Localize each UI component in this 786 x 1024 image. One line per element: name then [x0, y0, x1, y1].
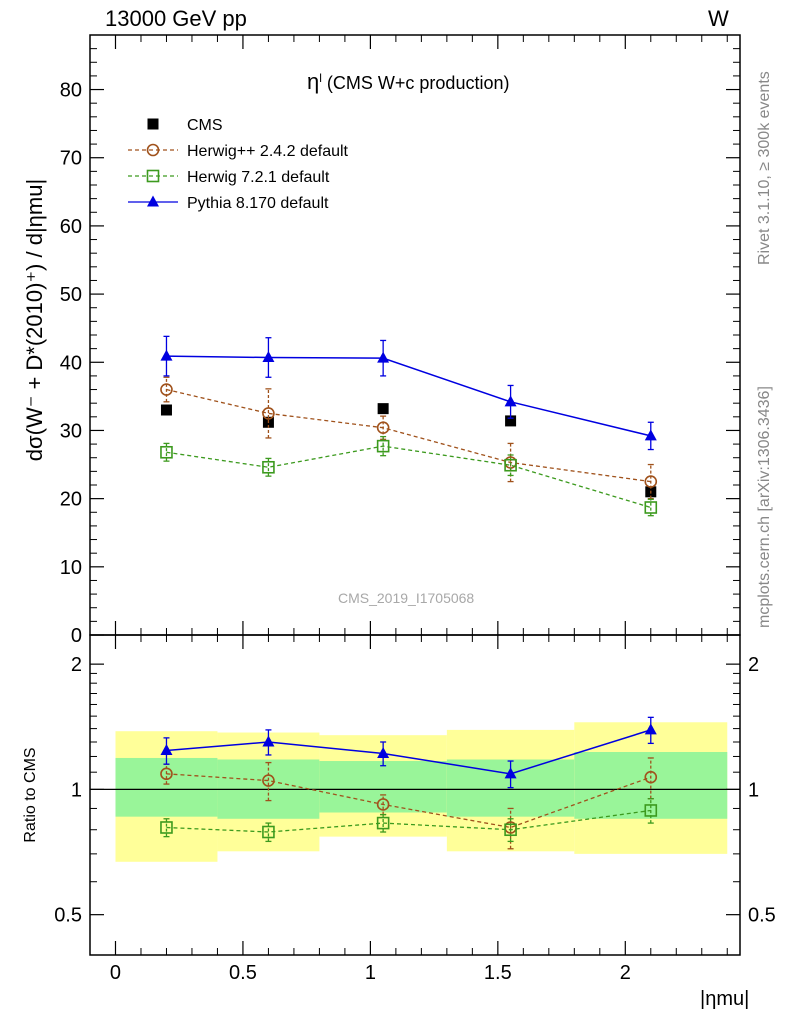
- legend-marker: [146, 169, 160, 183]
- process-label: W: [708, 6, 729, 31]
- ratio-y-tick-label: 1: [71, 779, 82, 801]
- legend-label: Herwig 7.2.1 default: [187, 169, 330, 186]
- ratio-y-axis-label: Ratio to CMS: [22, 747, 39, 843]
- main-cms-marker: [377, 403, 389, 415]
- ratio-y-tick-label-right: 1: [748, 779, 759, 801]
- y-tick-label: 30: [60, 420, 82, 442]
- main-herwig-2-4-2-default-marker: [160, 383, 173, 396]
- ratio-herwig-2-4-2-default-marker: [160, 767, 173, 781]
- y-axis-label: dσ(W⁻ + D*(2010)⁺) / d|ηmu|: [22, 178, 47, 462]
- ratio-herwig-2-4-2-default-marker: [644, 770, 658, 784]
- legend-label: Herwig++ 2.4.2 default: [187, 143, 349, 160]
- ratio-herwig-7-2-1-default-marker: [644, 804, 658, 817]
- x-tick-label: 2: [620, 962, 631, 984]
- ratio-herwig-2-4-2-default-marker: [262, 774, 275, 787]
- ratio-y-tick-label: 2: [71, 654, 82, 676]
- ratio-pythia-8-170-default-marker: [504, 767, 517, 779]
- ratio-herwig-2-4-2-default-marker: [376, 798, 390, 811]
- plot-title-main: η: [307, 69, 320, 94]
- y-tick-label: 40: [60, 352, 82, 374]
- x-tick-label: 0.5: [229, 962, 257, 984]
- main-herwig-7-2-1-default-marker: [262, 460, 275, 474]
- main-pythia-8-170-default-marker: [262, 351, 275, 362]
- legend-marker: [147, 195, 159, 207]
- main-cms-marker: [505, 415, 517, 427]
- main-pythia-8-170-default-line: [166, 355, 651, 437]
- main-herwig-7-2-1-default-marker: [644, 501, 658, 514]
- ratio-herwig-7-2-1-default-marker: [160, 821, 173, 834]
- ratio-plot-frame: [89, 634, 741, 956]
- plot-title-rest: (CMS W+c production): [321, 73, 510, 93]
- y-tick-label: 70: [60, 148, 82, 170]
- ratio-pythia-8-170-default-marker: [377, 746, 390, 758]
- watermark-label: CMS_2019_I1705068: [338, 590, 475, 606]
- legend-marker: [146, 143, 160, 157]
- x-axis-label: |ηmu|: [700, 988, 750, 1010]
- main-pythia-8-170-default-marker: [377, 351, 390, 363]
- y-tick-label: 10: [60, 557, 82, 579]
- ratio-pythia-8-170-default-marker: [160, 744, 173, 756]
- plot-title: ηl (CMS W+c production): [307, 69, 509, 95]
- rivet-label: Rivet 3.1.10, ≥ 300k events: [756, 71, 773, 265]
- ratio-y-tick-label-right: 0.5: [748, 905, 776, 927]
- main-pythia-8-170-default-marker: [644, 429, 657, 441]
- main-pythia-8-170-default-marker: [160, 349, 173, 361]
- main-herwig-2-4-2-default-line: [166, 388, 651, 483]
- x-tick-label: 1: [365, 962, 376, 984]
- mcplots-label: mcplots.cern.ch [arXiv:1306.3436]: [756, 386, 773, 628]
- main-cms-marker: [160, 404, 172, 416]
- main-herwig-2-4-2-default-marker: [644, 475, 658, 488]
- legend-marker: [147, 118, 159, 130]
- main-herwig-2-4-2-default-marker: [262, 407, 275, 420]
- y-tick-label: 50: [60, 284, 82, 306]
- main-herwig-7-2-1-default-line: [166, 445, 651, 509]
- main-herwig-7-2-1-default-marker: [376, 439, 390, 453]
- ratio-herwig-7-2-1-default-line: [166, 809, 651, 833]
- ratio-pythia-8-170-default-marker: [262, 735, 275, 747]
- x-tick-label: 1.5: [484, 962, 512, 984]
- main-herwig-7-2-1-default-marker: [504, 458, 517, 472]
- main-herwig-2-4-2-default-marker: [376, 421, 390, 435]
- ratio-y-tick-label: 0.5: [54, 905, 82, 927]
- y-tick-label: 0: [71, 625, 82, 647]
- legend-label: Pythia 8.170 default: [187, 195, 329, 212]
- legend-label: CMS: [187, 117, 223, 134]
- y-tick-label: 20: [60, 489, 82, 511]
- ratio-herwig-7-2-1-default-marker: [504, 823, 517, 837]
- ratio-herwig-7-2-1-default-marker: [262, 825, 275, 839]
- x-tick-label: 0: [110, 962, 121, 984]
- plot-title-sup: l: [319, 71, 322, 85]
- ratio-y-tick-label-right: 2: [748, 654, 759, 676]
- y-tick-label: 80: [60, 80, 82, 102]
- energy-label: 13000 GeV pp: [105, 6, 247, 31]
- main-pythia-8-170-default-marker: [504, 395, 517, 407]
- ratio-herwig-7-2-1-default-marker: [376, 816, 390, 830]
- ratio-pythia-8-170-default-marker: [644, 723, 657, 735]
- main-herwig-7-2-1-default-marker: [160, 445, 173, 459]
- y-tick-label: 60: [60, 216, 82, 238]
